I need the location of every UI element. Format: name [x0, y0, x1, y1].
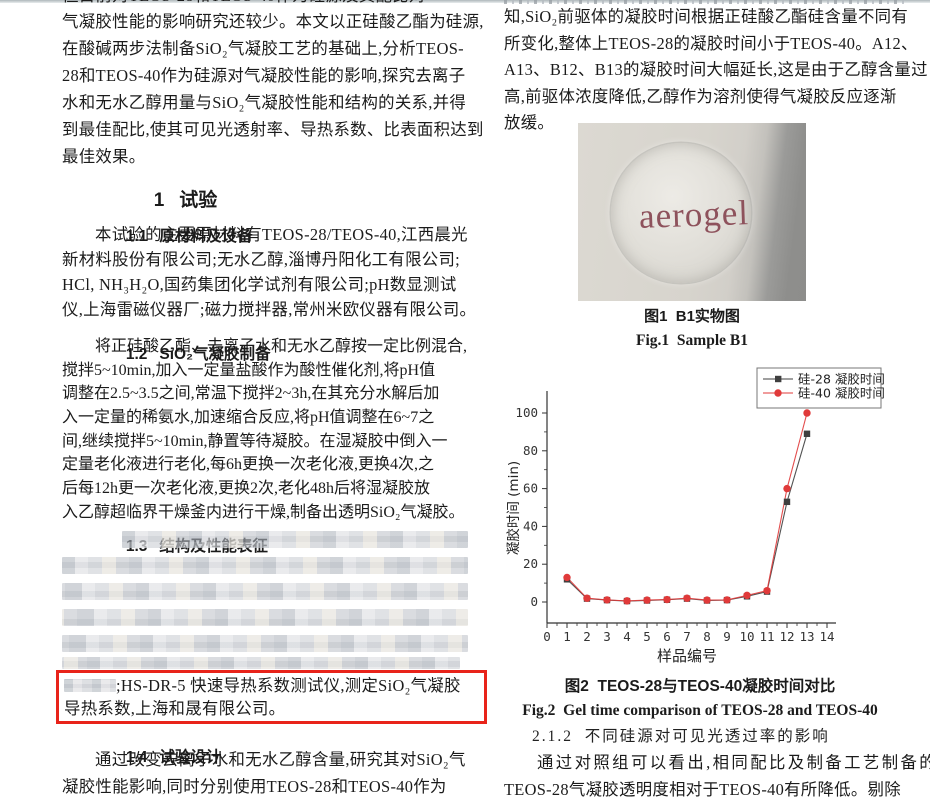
figure2-caption-en: Fig.2 Gel time comparison of TEOS-28 and…: [522, 702, 878, 719]
svg-text:硅-28 凝胶时间: 硅-28 凝胶时间: [798, 372, 885, 387]
section-heading-1-4: 1.4 试验设计: [100, 725, 222, 766]
svg-text:3: 3: [603, 629, 611, 644]
figure1-photo: aerogel: [578, 123, 806, 301]
svg-text:14: 14: [819, 629, 834, 644]
redacted-text-row: [122, 531, 468, 548]
redacted-text-row: [62, 609, 468, 626]
paragraph-line: HCl, NH₃H₂O,国药集团化学试剂有限公司;pH数显测试: [62, 275, 457, 294]
aerogel-disk: [611, 143, 751, 283]
highlighted-text: ;HS-DR-5 快速导热系数测试仪,测定SiO₂气凝胶: [116, 676, 461, 695]
paragraph-line: 入一定量的稀氨水,加速缩合反应,将pH值调整在6~7之: [62, 409, 435, 427]
section-number: 1.2: [125, 346, 148, 363]
redacted-text-row: [62, 557, 468, 574]
svg-text:11: 11: [759, 629, 774, 644]
svg-text:12: 12: [779, 629, 794, 644]
highlighted-line: ;HS-DR-5 快速导热系数测试仪,测定SiO₂气凝胶: [64, 675, 484, 698]
figure1-caption-en: Fig.1 Sample B1: [636, 332, 748, 349]
svg-text:80: 80: [523, 443, 538, 458]
paragraph-line: 所变化,整体上TEOS-28的凝胶时间小于TEOS-40。A12、: [504, 33, 918, 53]
paragraph-line: 水和无水乙醇用量与SiO₂气凝胶性能和结构的关系,并得: [62, 93, 467, 112]
section-number: 1: [153, 190, 165, 211]
svg-text:样品编号: 样品编号: [657, 647, 717, 665]
svg-text:100: 100: [515, 405, 538, 420]
page-top-rule: [0, 0, 930, 3]
section-title: 试验: [179, 190, 218, 211]
paragraph-line: 将正硅酸乙酯、去离子水和无水乙醇按一定比例混合,: [95, 338, 468, 355]
svg-text:20: 20: [523, 556, 538, 571]
highlight-box: ;HS-DR-5 快速导热系数测试仪,测定SiO₂气凝胶 导热系数,上海和晟有限…: [56, 670, 487, 724]
svg-text:1: 1: [563, 629, 571, 644]
design-paragraph: 通过改变去离子水和无水乙醇含量,研究其对SiO₂气 凝胶性能影响,同时分别使用T…: [62, 747, 466, 800]
redacted-text-row: [62, 657, 460, 669]
paragraph-line: 到最佳配比,使其可见光透射率、导热系数、比表面积达到: [62, 120, 484, 139]
section-title: 试验设计: [159, 749, 222, 766]
figure1-caption-zh: 图1 B1实物图: [644, 308, 740, 325]
clipped-top-line: [504, 0, 906, 4]
paragraph-line: 知,SiO₂前驱体的凝胶时间根据正硅酸乙酯硅含量不同有: [504, 7, 909, 26]
paragraph-line: 本试验的主要原材料有TEOS-28/TEOS-40,江西晨光: [95, 225, 468, 244]
preparation-paragraph: 将正硅酸乙酯、去离子水和无水乙醇按一定比例混合, 搅拌5~10min,加入一定量…: [62, 335, 467, 525]
paragraph-line: 在酸碱两步法制备SiO₂气凝胶工艺的基础上,分析TEOS-: [62, 39, 464, 58]
section-heading-1-1: 1.1 原材料及设备: [100, 201, 253, 245]
svg-text:13: 13: [799, 629, 814, 644]
section-number: 1.4: [125, 749, 148, 766]
highlighted-line: 导热系数,上海和晟有限公司。: [64, 698, 286, 718]
svg-text:0: 0: [543, 629, 551, 644]
svg-text:8: 8: [703, 629, 711, 644]
paragraph-line: 仪,上海雷磁仪器厂;磁力搅拌器,常州米欧仪器有限公司。: [62, 300, 477, 319]
left-column: 但目前对TEOS-28和TEOS-40作为硅源及其配比对 气凝胶性能的影响研究还…: [56, 0, 487, 804]
aerogel-sample-text: aerogel: [638, 193, 750, 236]
paragraph-line: 间,继续搅拌5~10min,静置等待凝胶。在湿凝胶中倒入一: [62, 432, 448, 450]
paragraph-line: 通过改变去离子水和无水乙醇含量,研究其对SiO₂气: [95, 750, 466, 769]
paragraph-line: 后每12h更一次老化液,更换2次,老化48h后将湿凝胶放: [62, 480, 431, 498]
svg-text:6: 6: [663, 629, 671, 644]
gel-time-paragraph: 知,SiO₂前驱体的凝胶时间根据正硅酸乙酯硅含量不同有 所变化,整体上TEOS-…: [504, 4, 928, 137]
intro-paragraph: 气凝胶性能的影响研究还较少。本文以正硅酸乙酯为硅源, 在酸碱两步法制备SiO₂气…: [62, 8, 484, 170]
section-heading-2-1-2: 2.1.2 不同硅源对可见光透过率的影响: [532, 728, 830, 745]
svg-text:0: 0: [530, 594, 538, 609]
section-heading-1: 1 试验: [122, 156, 218, 211]
materials-paragraph: 本试验的主要原材料有TEOS-28/TEOS-40,江西晨光 新材料股份有限公司…: [62, 222, 476, 322]
paragraph-line: TEOS-28气凝胶透明度相对于TEOS-40有所降低。剔除: [504, 779, 901, 799]
paragraph-line: 调整在2.5~3.5之间,常温下搅拌2~3h,在其充分水解后加: [62, 385, 440, 403]
paragraph-line: 定量老化液进行老化,每6h更换一次老化液,更换4次,之: [62, 456, 435, 474]
paragraph-line: 气凝胶性能的影响研究还较少。本文以正硅酸乙酯为硅源,: [62, 12, 484, 31]
section-title: SiO₂气凝胶制备: [159, 346, 271, 363]
svg-text:60: 60: [523, 481, 538, 496]
paragraph-line: 凝胶性能影响,同时分别使用TEOS-28和TEOS-40作为: [62, 776, 447, 796]
redacted-text-row: [62, 635, 468, 652]
paragraph-line: A13、B12、B13的凝胶时间大幅延长,这是由于乙醇含量过: [504, 60, 928, 79]
paragraph-line: 搅拌5~10min,加入一定量盐酸作为酸性催化剂,将pH值: [62, 361, 436, 379]
figure2-caption-zh: 图2 TEOS-28与TEOS-40凝胶时间对比: [564, 678, 836, 695]
paragraph-line: 高,前驱体浓度降低,乙醇作为溶剂使得气凝胶反应逐渐: [504, 86, 897, 106]
svg-text:40: 40: [523, 518, 538, 533]
svg-text:9: 9: [723, 629, 731, 644]
redacted-text-row: [62, 583, 468, 600]
svg-text:10: 10: [739, 629, 754, 644]
paragraph-line: 但目前对TEOS-28和TEOS-40作为硅源及其配比对: [62, 0, 426, 9]
svg-text:7: 7: [683, 629, 691, 644]
svg-text:2: 2: [583, 629, 591, 644]
svg-text:硅-40 凝胶时间: 硅-40 凝胶时间: [798, 386, 885, 401]
svg-text:4: 4: [623, 629, 631, 644]
paragraph-line: 入乙醇超临界干燥釜内进行干燥,制备出透明SiO₂气凝胶。: [62, 503, 465, 521]
paragraph-line: 放缓。: [504, 113, 555, 132]
transmittance-paragraph: 通过对照组可以看出,相同配比及制备工艺制备的 TEOS-28气凝胶透明度相对于T…: [504, 750, 930, 803]
section-number: 1.1: [125, 228, 148, 245]
svg-text:5: 5: [643, 629, 651, 644]
clipped-top-line: 但目前对TEOS-28和TEOS-40作为硅源及其配比对: [62, 0, 468, 9]
right-column: 知,SiO₂前驱体的凝胶时间根据正硅酸乙酯硅含量不同有 所变化,整体上TEOS-…: [504, 0, 930, 804]
paragraph-line: 最佳效果。: [62, 147, 146, 166]
section-heading-1-2: 1.2 SiO₂气凝胶制备: [100, 322, 271, 363]
paragraph-line: 通过对照组可以看出,相同配比及制备工艺制备的: [537, 753, 930, 772]
section-title: 原材料及设备: [159, 228, 253, 245]
paragraph-line: 新材料股份有限公司;无水乙醇,淄博丹阳化工有限公司;: [62, 250, 460, 269]
paragraph-line: 28和TEOS-40作为硅源对气凝胶性能的影响,探究去离子: [62, 66, 466, 85]
svg-text:凝胶时间 (min): 凝胶时间 (min): [505, 461, 522, 555]
redacted-text-chip: [64, 679, 116, 692]
